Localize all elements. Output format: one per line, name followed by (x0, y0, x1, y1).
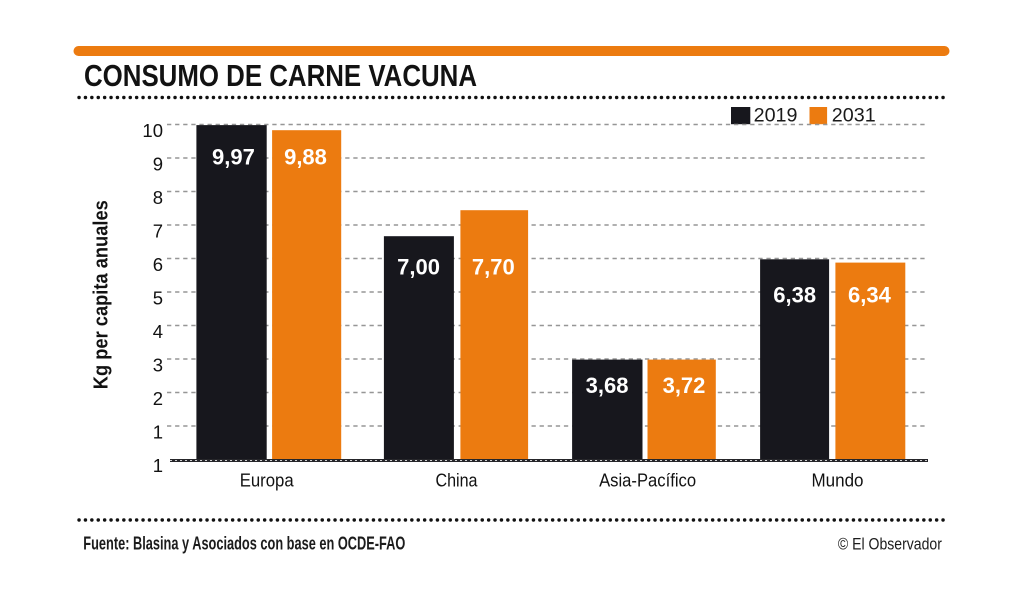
svg-text:10: 10 (142, 120, 163, 141)
svg-text:Asia-Pacífico: Asia-Pacífico (599, 470, 696, 490)
svg-text:2031: 2031 (832, 105, 876, 126)
svg-text:7,70: 7,70 (472, 255, 515, 280)
svg-text:7,00: 7,00 (397, 255, 440, 280)
svg-text:2019: 2019 (754, 105, 798, 126)
svg-text:CONSUMO DE CARNE VACUNA: CONSUMO DE CARNE VACUNA (84, 58, 477, 93)
svg-text:6,34: 6,34 (848, 282, 892, 307)
svg-text:6: 6 (153, 254, 163, 275)
svg-text:3,68: 3,68 (586, 373, 629, 398)
svg-text:Fuente: Blasina y Asociados co: Fuente: Blasina y Asociados con base en … (83, 533, 405, 553)
svg-text:2: 2 (153, 388, 163, 409)
svg-text:9,97: 9,97 (212, 144, 255, 169)
svg-text:3,72: 3,72 (663, 373, 706, 398)
svg-text:3: 3 (153, 355, 163, 376)
svg-text:6,38: 6,38 (773, 282, 816, 307)
svg-text:5: 5 (153, 288, 163, 309)
svg-text:4: 4 (153, 321, 163, 342)
svg-text:Europa: Europa (240, 470, 295, 490)
svg-text:8: 8 (153, 187, 163, 208)
svg-text:9: 9 (153, 154, 163, 175)
svg-text:1: 1 (153, 455, 163, 476)
svg-text:China: China (436, 470, 479, 490)
svg-text:9,88: 9,88 (284, 144, 327, 169)
svg-text:Mundo: Mundo (812, 470, 864, 490)
svg-text:1: 1 (153, 422, 163, 443)
svg-text:7: 7 (153, 221, 163, 242)
svg-text:© El Observador: © El Observador (838, 536, 942, 554)
svg-text:Kg per capita anuales: Kg per capita anuales (91, 200, 113, 389)
